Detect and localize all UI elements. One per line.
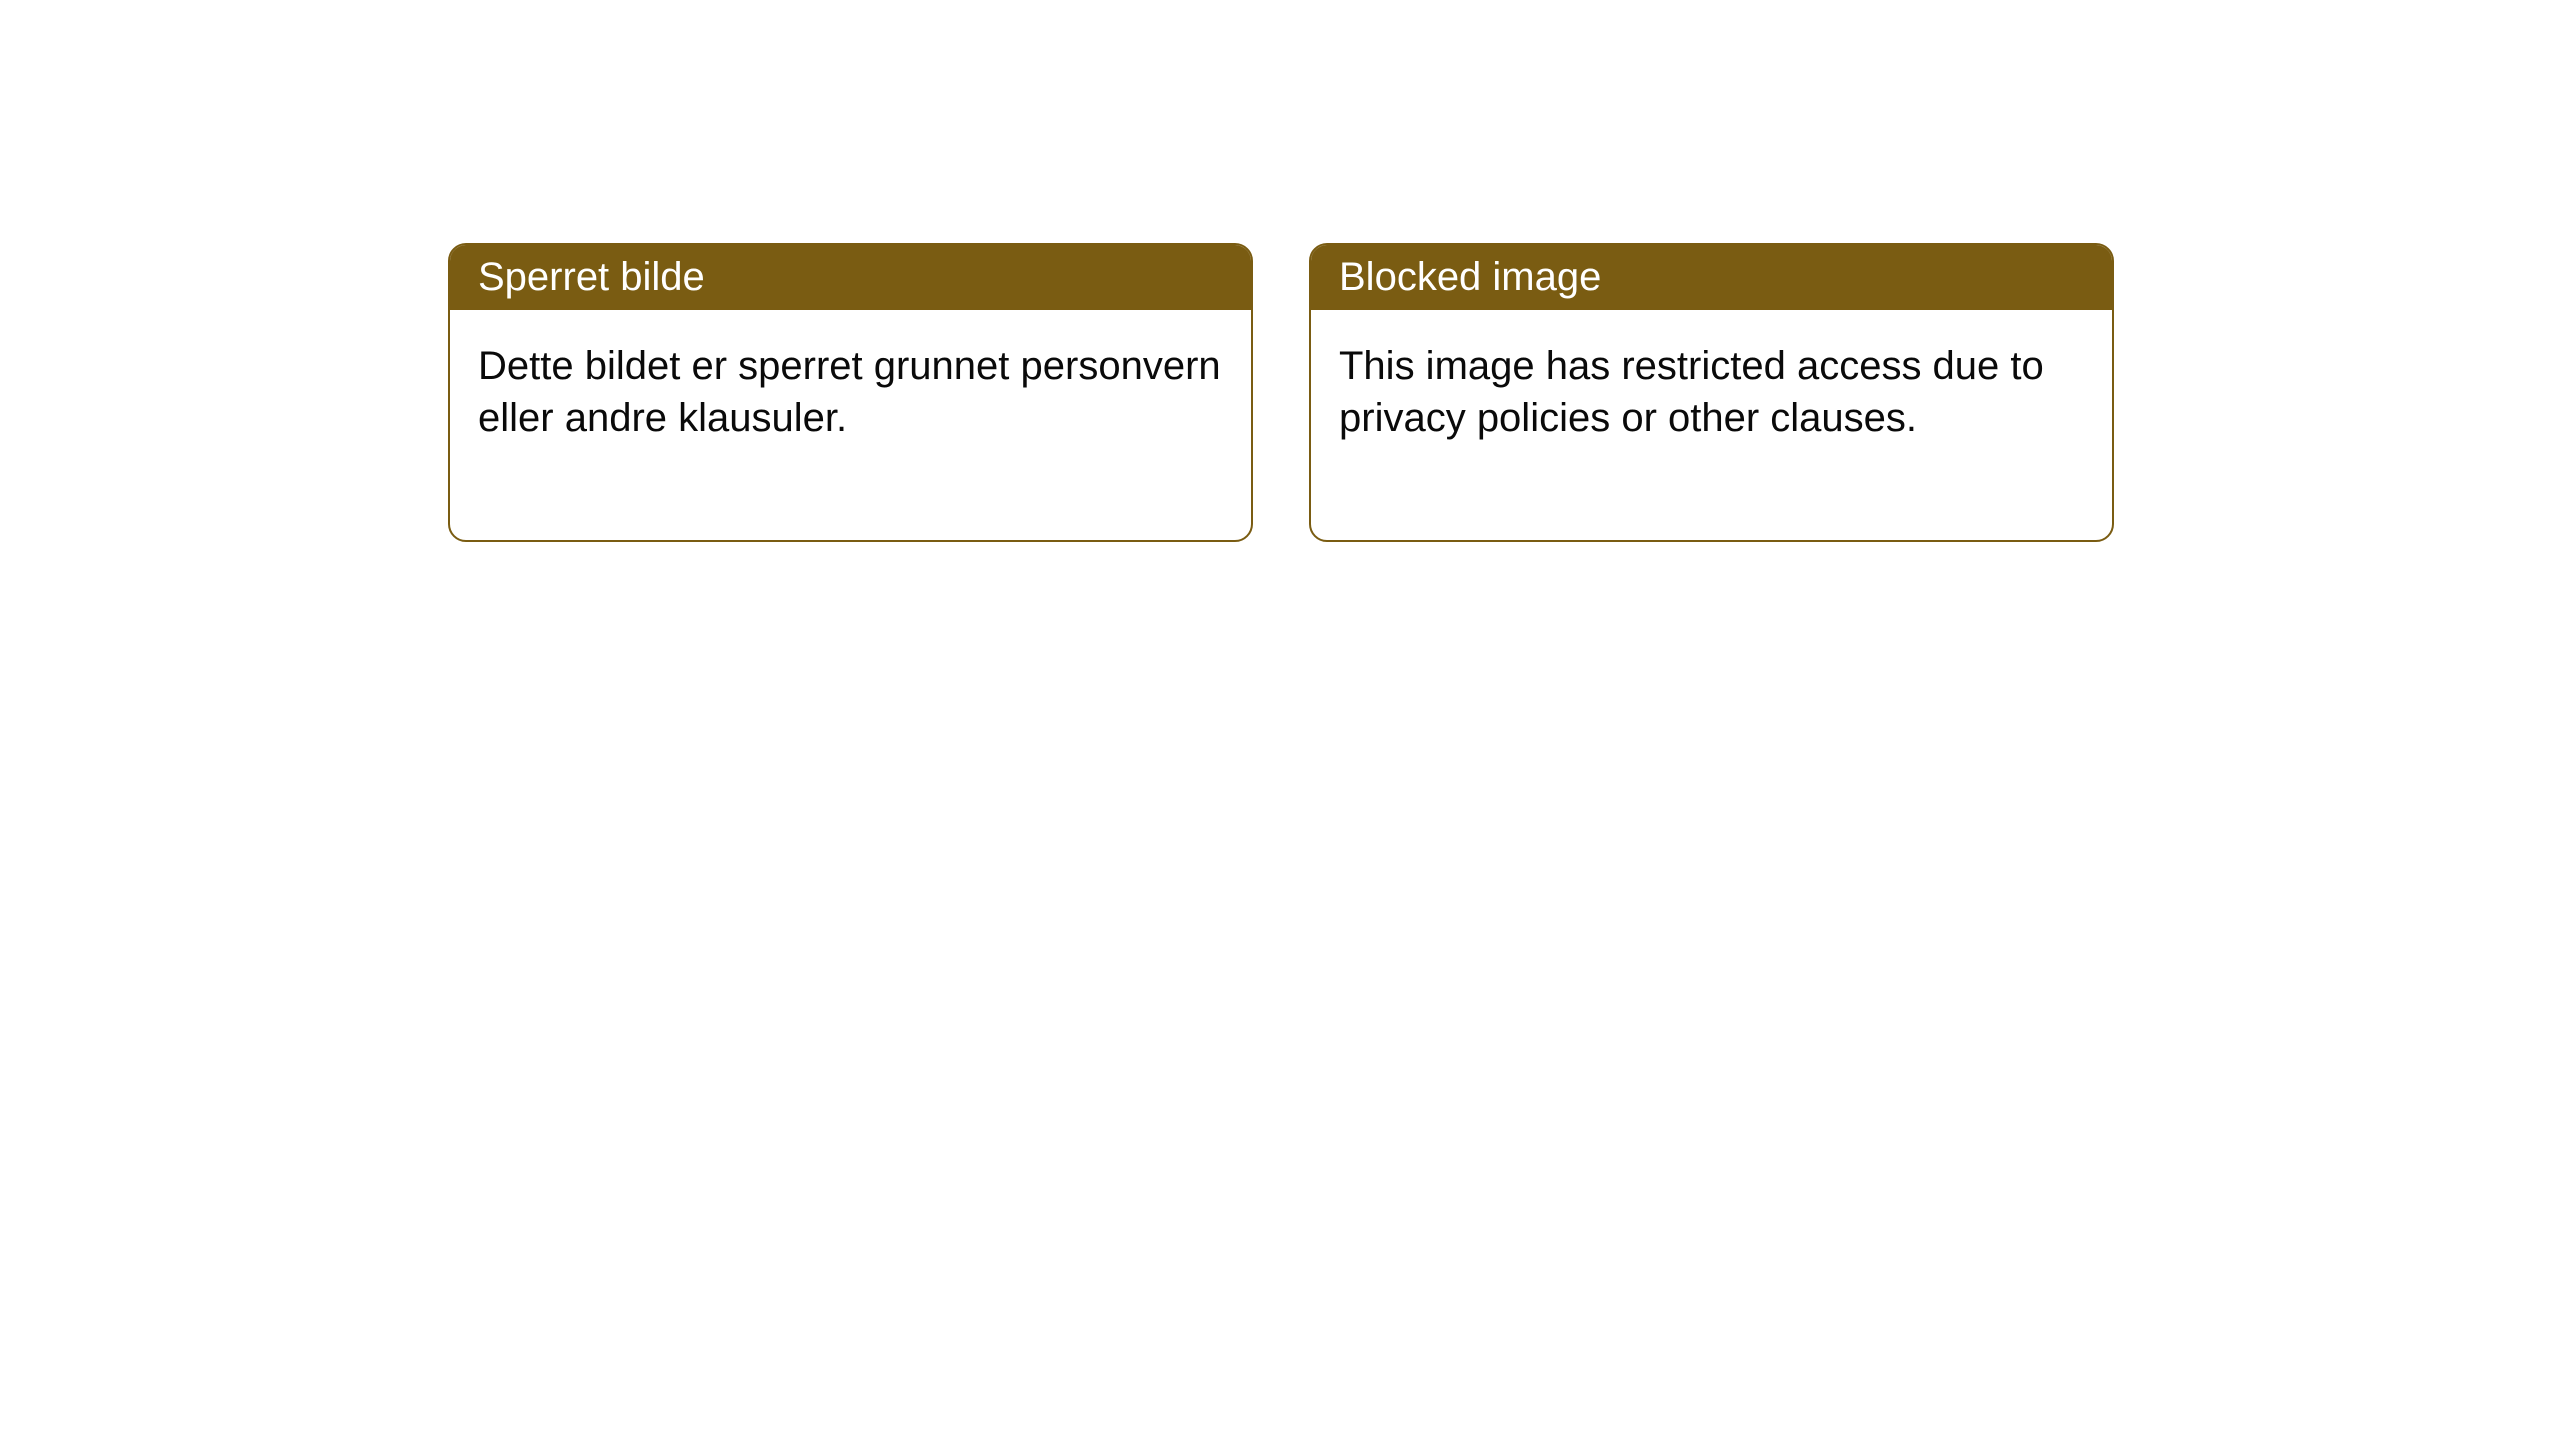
- notice-text-norwegian: Dette bildet er sperret grunnet personve…: [478, 344, 1221, 440]
- notice-container: Sperret bilde Dette bildet er sperret gr…: [448, 243, 2114, 542]
- notice-title-norwegian: Sperret bilde: [478, 255, 705, 299]
- notice-header-norwegian: Sperret bilde: [450, 245, 1251, 310]
- notice-text-english: This image has restricted access due to …: [1339, 344, 2044, 440]
- notice-body-english: This image has restricted access due to …: [1311, 310, 2112, 540]
- notice-box-english: Blocked image This image has restricted …: [1309, 243, 2114, 542]
- notice-body-norwegian: Dette bildet er sperret grunnet personve…: [450, 310, 1251, 540]
- notice-header-english: Blocked image: [1311, 245, 2112, 310]
- notice-title-english: Blocked image: [1339, 255, 1601, 299]
- notice-box-norwegian: Sperret bilde Dette bildet er sperret gr…: [448, 243, 1253, 542]
